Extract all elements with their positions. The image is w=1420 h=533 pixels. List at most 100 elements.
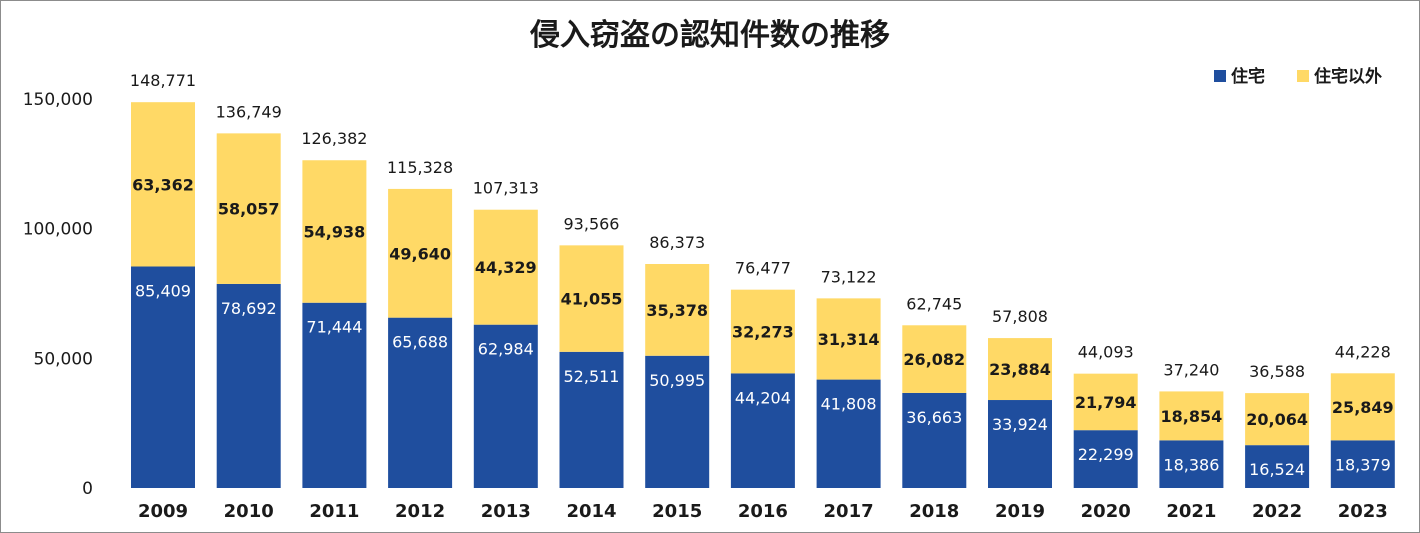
x-tick-label: 2015 [652,501,702,522]
data-label-non-housing: 23,884 [989,360,1051,379]
bar-non-housing [1159,391,1224,441]
x-tick-label: 2014 [566,501,616,522]
bar-housing [302,302,367,488]
x-tick-label: 2018 [909,501,959,522]
data-label-total: 76,477 [735,259,791,278]
data-label-total: 44,228 [1335,342,1391,361]
bar-housing [730,373,795,488]
data-label-total: 136,749 [216,102,282,121]
bar-non-housing [1073,373,1138,431]
data-label-housing: 62,984 [478,340,534,359]
data-label-housing: 41,808 [821,395,877,414]
data-label-housing: 78,692 [221,299,277,318]
data-label-housing: 18,386 [1163,455,1219,474]
legend: 住宅 住宅以外 [1214,66,1382,87]
data-label-housing: 85,409 [135,282,191,301]
data-label-total: 37,240 [1163,360,1219,379]
x-tick-label: 2019 [995,501,1045,522]
data-label-non-housing: 21,794 [1075,393,1137,412]
data-label-non-housing: 20,064 [1246,410,1308,429]
data-label-housing: 33,924 [992,415,1048,434]
bar-non-housing [131,102,195,267]
bar-non-housing [473,209,538,325]
y-tick-label: 100,000 [23,220,93,240]
data-label-total: 62,745 [906,294,962,313]
data-label-total: 86,373 [649,233,705,252]
data-label-non-housing: 35,378 [646,301,708,320]
legend-label-non-housing: 住宅以外 [1314,66,1382,87]
bar-housing [645,355,710,488]
legend-swatch-non-housing [1297,70,1309,82]
x-tick-label: 2021 [1166,501,1216,522]
x-tick-label: 2010 [224,501,274,522]
bar-housing [559,351,624,488]
data-label-total: 57,808 [992,307,1048,326]
bar-non-housing [388,188,453,318]
data-label-non-housing: 26,082 [903,350,965,369]
data-label-non-housing: 25,849 [1332,398,1394,417]
bar-housing [902,392,967,488]
y-tick-label: 50,000 [34,349,93,369]
bar-housing [816,379,881,488]
data-label-total: 126,382 [301,129,367,148]
bar-non-housing [1330,373,1395,441]
bar-non-housing [216,133,281,284]
data-label-total: 73,122 [821,267,877,286]
bar-non-housing [816,298,881,380]
bar-housing [131,266,195,488]
data-label-housing: 36,663 [906,408,962,427]
legend-label-housing: 住宅 [1231,66,1265,87]
bar-housing [1245,445,1310,488]
y-tick-label: 150,000 [23,90,93,110]
x-axis: 2009 2010 2011 2012 2013 2014 2015 2016 2017 2018… [138,501,1388,522]
x-tick-label: 2020 [1081,501,1131,522]
x-tick-label: 2022 [1252,501,1302,522]
bar-non-housing [988,338,1052,401]
data-label-housing: 52,511 [564,367,620,386]
data-label-non-housing: 54,938 [304,222,366,241]
data-label-total: 36,588 [1249,362,1305,381]
data-label-total: 93,566 [564,214,620,233]
data-label-housing: 71,444 [306,318,362,337]
y-axis: 0 50,000 100,000 150,000 [23,90,93,499]
data-label-total: 115,328 [387,158,453,177]
bar-housing [1073,430,1138,488]
x-tick-label: 2017 [824,501,874,522]
legend-swatch-housing [1214,70,1226,82]
bar-non-housing [559,245,624,352]
x-tick-label: 2016 [738,501,788,522]
bar-housing [473,324,538,488]
bar-housing [988,400,1052,488]
y-tick-label: 0 [82,479,93,499]
data-label-total: 44,093 [1078,343,1134,362]
bar-non-housing [902,325,967,393]
bar-housing [388,317,453,488]
x-tick-label: 2023 [1338,501,1388,522]
data-label-non-housing: 58,057 [218,200,280,219]
bar-non-housing [1245,393,1310,446]
data-label-non-housing: 44,329 [475,258,537,277]
chart-title: 侵入窃盗の認知件数の推移 [529,18,890,53]
data-label-non-housing: 41,055 [561,290,623,309]
x-tick-label: 2012 [395,501,445,522]
data-label-non-housing: 32,273 [732,323,794,342]
data-label-housing: 22,299 [1078,445,1134,464]
data-label-housing: 18,379 [1335,455,1391,474]
data-label-housing: 16,524 [1249,460,1305,479]
data-label-non-housing: 63,362 [132,175,194,194]
data-label-total: 107,313 [473,179,539,198]
x-tick-label: 2013 [481,501,531,522]
data-label-housing: 50,995 [649,371,705,390]
bar-non-housing [730,289,795,374]
data-label-housing: 44,204 [735,388,791,407]
x-tick-label: 2011 [309,501,359,522]
bars: 85,409 63,362 148,771 78,692 58,057 136,749 71… [130,71,1395,488]
bar-non-housing [302,160,367,303]
bar-housing [1159,440,1224,488]
x-tick-label: 2009 [138,501,188,522]
data-label-non-housing: 49,640 [389,244,451,263]
bar-housing [1330,440,1395,488]
data-label-housing: 65,688 [392,333,448,352]
